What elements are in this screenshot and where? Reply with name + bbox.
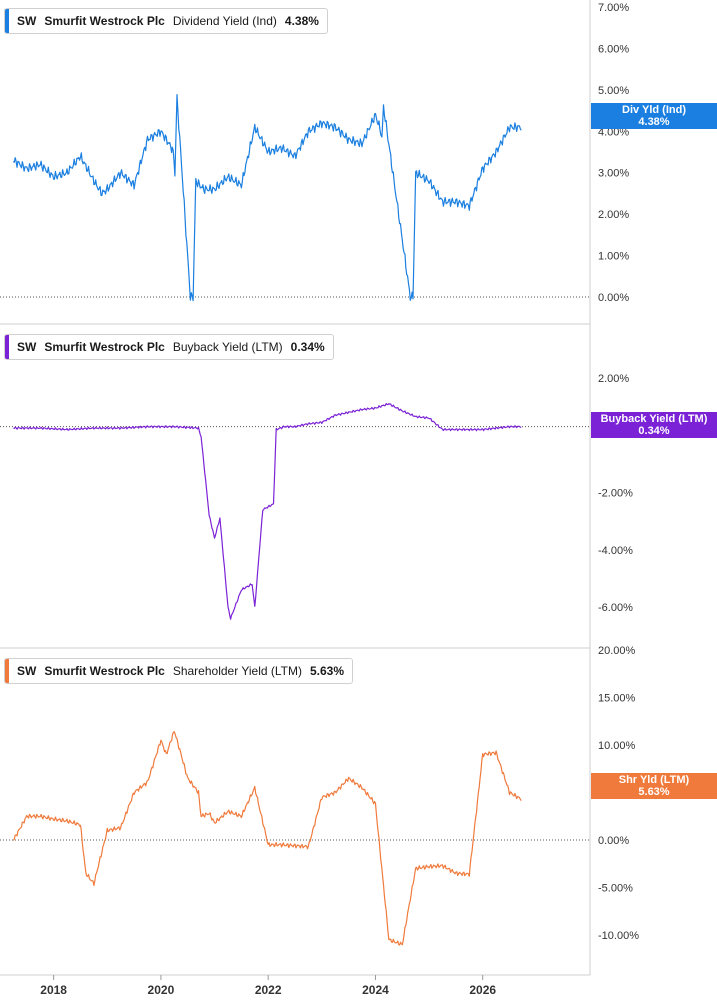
x-tick-label: 2020 — [148, 983, 175, 997]
x-tick-label: 2018 — [40, 983, 67, 997]
y-tick-label: 3.00% — [598, 168, 629, 180]
legend-swatch-buyback — [5, 335, 9, 359]
legend-swatch-dividend — [5, 9, 9, 33]
x-tick-label: 2024 — [362, 983, 389, 997]
value-tag-value: 0.34% — [638, 425, 670, 437]
value-tag-dividend: Div Yld (Ind) 4.38% — [591, 103, 717, 129]
y-tick-label: 20.00% — [598, 645, 636, 657]
y-tick-label: -5.00% — [598, 883, 633, 895]
y-tick-label: 0.00% — [598, 292, 629, 304]
legend-company: Smurfit Westrock Plc — [44, 14, 165, 28]
value-tag-shareholder: Shr Yld (LTM) 5.63% — [591, 773, 717, 799]
legend-shareholder-yield[interactable]: SW Smurfit Westrock Plc Shareholder Yiel… — [4, 658, 354, 684]
value-tag-value: 5.63% — [638, 786, 670, 798]
y-tick-label: -10.00% — [598, 930, 639, 942]
y-tick-label: 15.00% — [598, 693, 636, 705]
legend-dividend-yield[interactable]: SW Smurfit Westrock Plc Dividend Yield (… — [4, 8, 328, 34]
y-tick-label: 4.00% — [598, 126, 629, 138]
value-tag-label: Shr Yld (LTM) — [618, 774, 690, 786]
y-tick-label: 2.00% — [598, 373, 629, 385]
y-tick-label: 10.00% — [598, 740, 636, 752]
legend-value: 0.34% — [290, 340, 325, 354]
legend-company: Smurfit Westrock Plc — [44, 340, 165, 354]
legend-buyback-yield[interactable]: SW Smurfit Westrock Plc Buyback Yield (L… — [4, 334, 334, 360]
y-tick-label: 2.00% — [598, 209, 629, 221]
legend-metric: Shareholder Yield (LTM) — [172, 664, 302, 678]
legend-value: 4.38% — [284, 14, 319, 28]
legend-ticker: SW — [17, 14, 37, 28]
y-tick-label: -6.00% — [598, 602, 633, 614]
value-tag-label: Div Yld (Ind) — [622, 104, 686, 116]
series-line-2 — [13, 402, 522, 620]
y-tick-label: 1.00% — [598, 251, 629, 263]
x-tick-label: 2026 — [469, 983, 496, 997]
x-tick-label: 2022 — [255, 983, 282, 997]
legend-ticker: SW — [17, 340, 37, 354]
series-line-3 — [12, 731, 522, 946]
y-tick-label: -4.00% — [598, 545, 633, 557]
y-tick-label: 5.00% — [598, 85, 629, 97]
y-tick-label: 7.00% — [598, 2, 629, 14]
legend-swatch-shareholder — [5, 659, 9, 683]
value-tag-value: 4.38% — [638, 116, 670, 128]
y-tick-label: 6.00% — [598, 43, 629, 55]
legend-company: Smurfit Westrock Plc — [44, 664, 165, 678]
series-line-1 — [12, 94, 522, 302]
legend-metric: Buyback Yield (LTM) — [172, 340, 283, 354]
value-tag-buyback: Buyback Yield (LTM) 0.34% — [591, 412, 717, 438]
legend-metric: Dividend Yield (Ind) — [172, 14, 277, 28]
value-tag-label: Buyback Yield (LTM) — [600, 413, 708, 425]
legend-ticker: SW — [17, 664, 37, 678]
y-tick-label: -2.00% — [598, 488, 633, 500]
legend-value: 5.63% — [310, 664, 345, 678]
y-tick-label: 0.00% — [598, 835, 629, 847]
